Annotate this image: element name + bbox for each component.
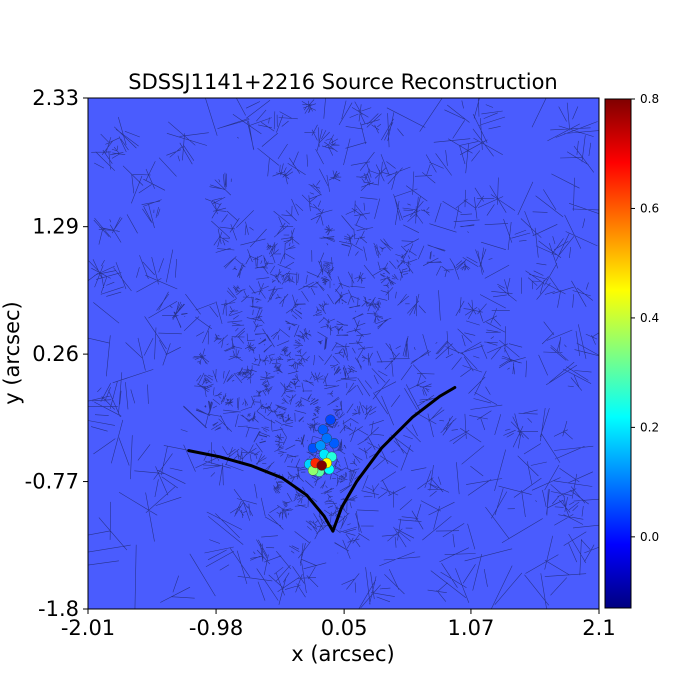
x-axis: -2.01 -0.98 0.05 1.07 2.1 bbox=[61, 609, 616, 640]
colorbar-tick-label: 0.8 bbox=[640, 92, 659, 106]
colorbar-tick-label: 0.2 bbox=[640, 420, 659, 434]
colorbar: 0.0 0.2 0.4 0.6 0.8 bbox=[604, 92, 659, 609]
caustic-right-branch bbox=[331, 386, 457, 533]
source-pixel bbox=[315, 440, 326, 451]
x-tick-label: 1.07 bbox=[448, 616, 495, 640]
x-tick-label: 0.05 bbox=[321, 616, 368, 640]
plot-area bbox=[87, 97, 600, 610]
plot-frame bbox=[87, 97, 600, 610]
source-pixel bbox=[325, 414, 336, 425]
x-tick-label: -2.01 bbox=[61, 616, 115, 640]
colorbar-tick-label: 0.4 bbox=[640, 311, 659, 325]
y-axis-label: y (arcsec) bbox=[0, 301, 24, 404]
x-axis-label: x (arcsec) bbox=[291, 642, 394, 666]
caustic-left-branch bbox=[187, 449, 335, 533]
y-tick-label: -1.8 bbox=[38, 597, 79, 621]
y-tick-label: 0.26 bbox=[32, 342, 79, 366]
source-pixel bbox=[328, 438, 340, 449]
source-pixel bbox=[316, 460, 327, 471]
source-pixel bbox=[321, 433, 332, 444]
source-pixel bbox=[317, 424, 329, 435]
mesh-edges bbox=[88, 98, 599, 609]
y-tick-label: 1.29 bbox=[32, 215, 79, 239]
y-axis: -1.8 -0.77 0.26 1.29 2.33 bbox=[25, 86, 88, 621]
x-tick-label: -0.98 bbox=[189, 616, 243, 640]
chart-title: SDSSJ1141+2216 Source Reconstruction bbox=[128, 70, 557, 94]
bright-pixels bbox=[304, 414, 340, 477]
colorbar-tick-label: 0.6 bbox=[640, 201, 659, 215]
y-tick-label: 2.33 bbox=[32, 86, 79, 110]
y-tick-label: -0.77 bbox=[25, 470, 79, 494]
plot-background bbox=[88, 98, 599, 609]
x-tick-label: 2.1 bbox=[582, 616, 615, 640]
colorbar-gradient bbox=[604, 98, 632, 609]
colorbar-tick-label: 0.0 bbox=[640, 530, 659, 544]
voronoi-mesh bbox=[88, 98, 599, 609]
colorbar-ticks: 0.0 0.2 0.4 0.6 0.8 bbox=[631, 92, 659, 544]
